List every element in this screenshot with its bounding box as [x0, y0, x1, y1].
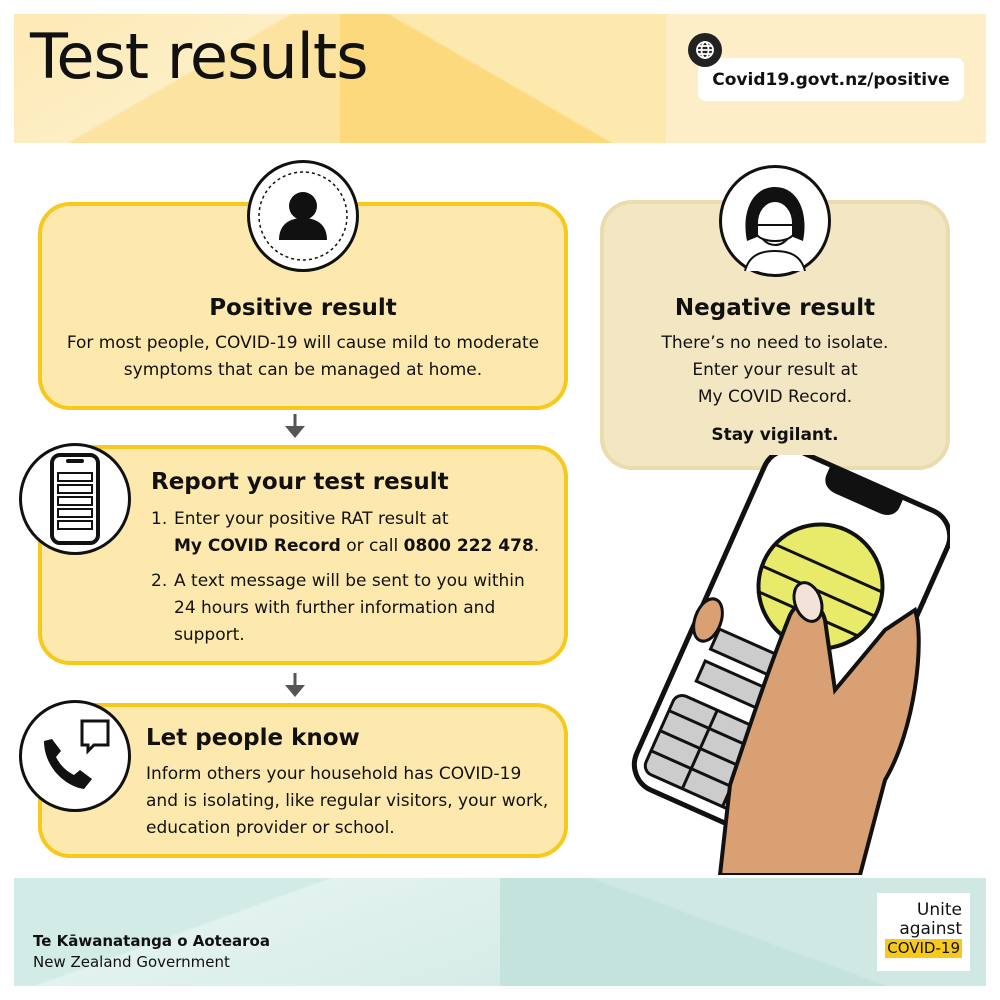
- government-name-english: New Zealand Government: [33, 953, 230, 971]
- masked-person-icon: [719, 165, 831, 277]
- step-text: or call: [340, 536, 404, 556]
- page-title: Test results: [30, 20, 369, 93]
- phone-call-icon: [19, 700, 131, 812]
- report-step-1: 1. Enter your positive RAT result at My …: [151, 506, 551, 560]
- government-name-maori: Te Kāwanatanga o Aotearoa: [33, 932, 270, 950]
- stay-vigilant: Stay vigilant.: [711, 425, 839, 445]
- negative-title: Negative result: [674, 295, 876, 321]
- step-number: 1.: [151, 509, 168, 529]
- negative-line-2: Enter your result at: [692, 360, 858, 380]
- positive-title: Positive result: [209, 295, 397, 321]
- arrow-down-icon: [285, 673, 305, 697]
- my-covid-record-link[interactable]: My COVID Record: [174, 536, 341, 556]
- arrow-down-icon: [285, 414, 305, 438]
- step-text: .: [533, 536, 540, 556]
- logo-text: against: [899, 919, 962, 939]
- website-link[interactable]: Covid19.govt.nz/positive: [698, 58, 964, 101]
- positive-text: For most people, COVID-19 will cause mil…: [66, 333, 540, 380]
- phone-number: 0800 222 478: [403, 536, 534, 556]
- report-step-2: 2. A text message will be sent to you wi…: [151, 568, 551, 649]
- logo-text: COVID-19: [885, 939, 962, 958]
- tell-text: Inform others your household has COVID-1…: [146, 764, 549, 838]
- step-text: Enter your positive RAT result at: [174, 509, 449, 529]
- step-text: A text message will be sent to you withi…: [174, 571, 525, 645]
- report-title: Report your test result: [151, 469, 449, 495]
- negative-line-1: There’s no need to isolate.: [661, 333, 889, 353]
- step-number: 2.: [151, 571, 168, 591]
- my-covid-record-link[interactable]: My COVID Record.: [697, 387, 853, 407]
- person-icon: [247, 160, 359, 272]
- phone-screen-icon: [19, 443, 131, 555]
- hand-holding-phone-illustration: [631, 455, 950, 875]
- unite-against-covid-logo: Unite against COVID-19: [877, 893, 970, 971]
- header-panel: [14, 14, 340, 143]
- header-panel: [340, 14, 666, 143]
- globe-icon: [688, 33, 722, 67]
- logo-text: Unite: [916, 900, 962, 920]
- footer-panel: [14, 878, 500, 986]
- tell-title: Let people know: [146, 725, 360, 751]
